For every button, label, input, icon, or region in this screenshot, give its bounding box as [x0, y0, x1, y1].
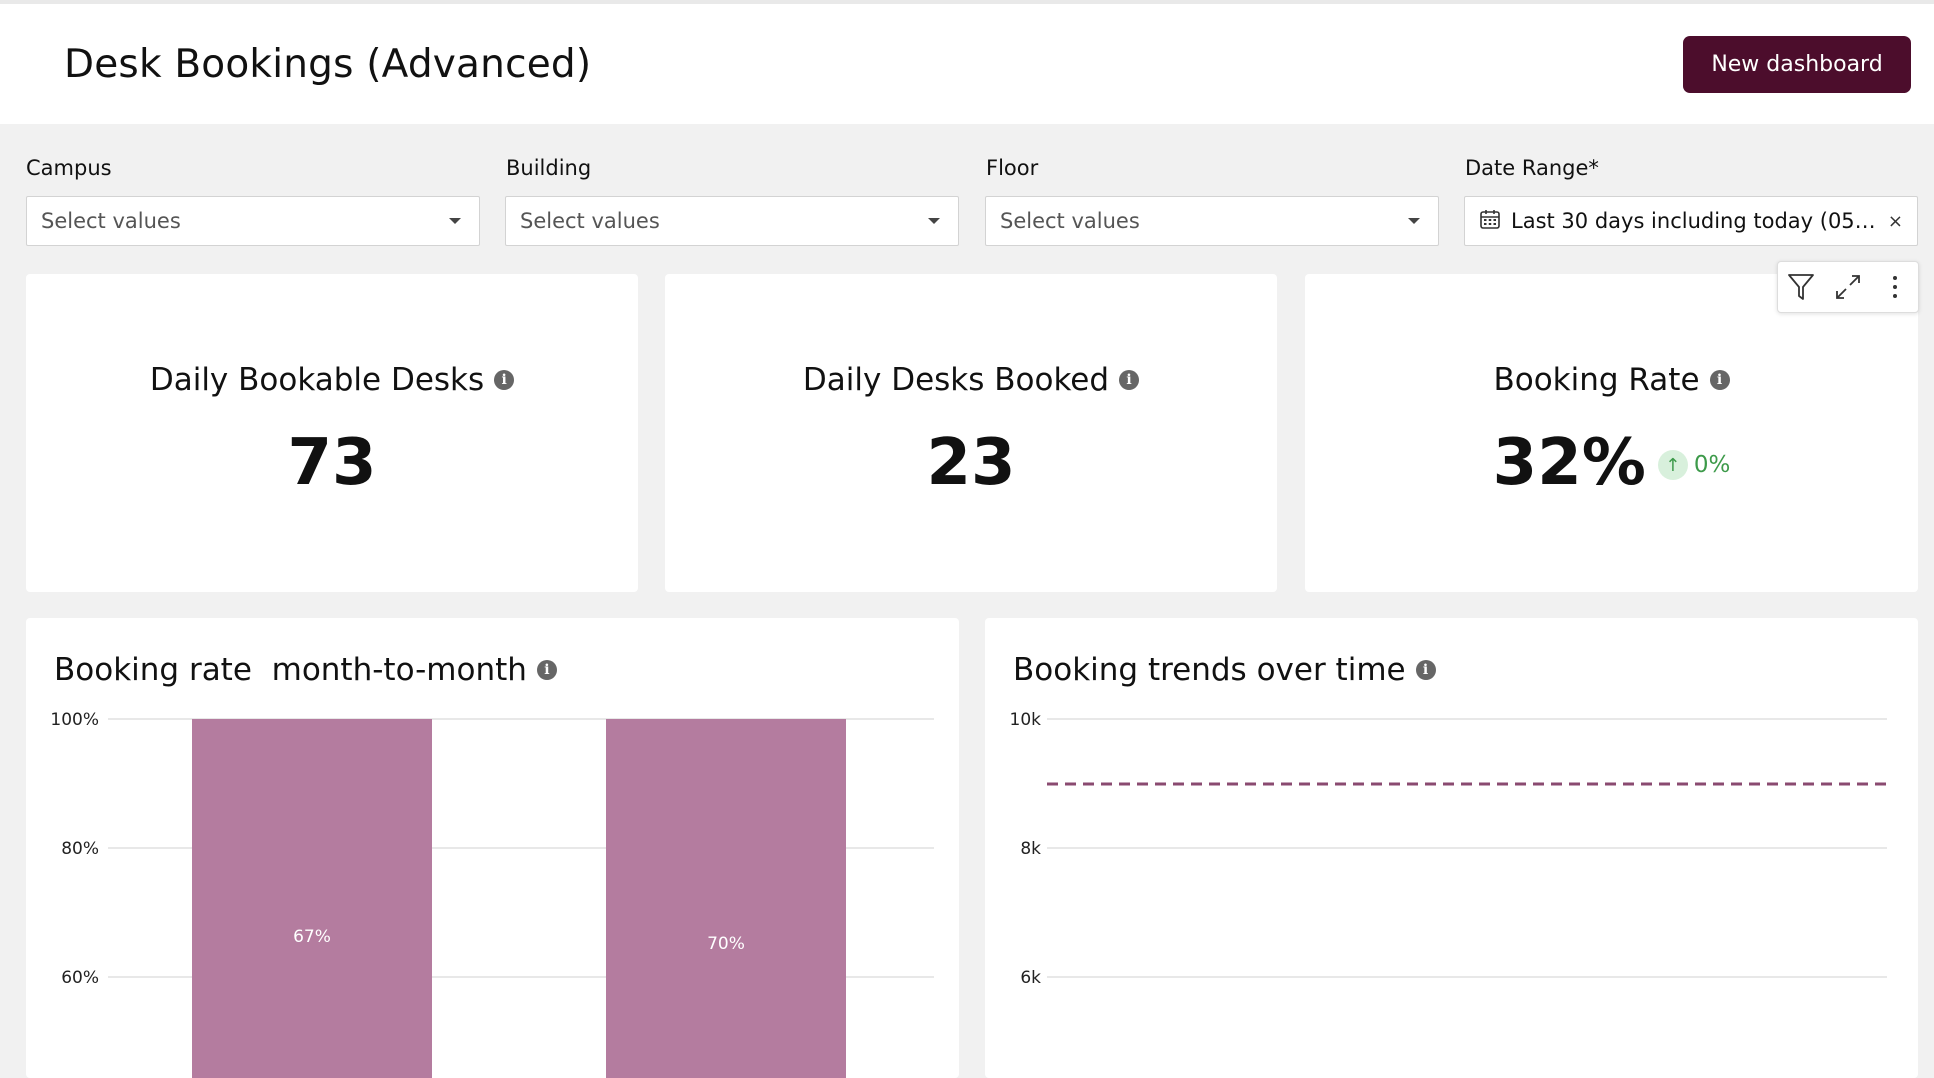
- calendar-icon: [1479, 208, 1501, 235]
- booking-trends-chart-card: Booking trends over time i 10k 8k 6k: [985, 618, 1918, 1078]
- campus-filter-select[interactable]: Select values: [26, 196, 480, 246]
- campus-filter-label: Campus: [26, 156, 112, 180]
- info-icon[interactable]: i: [1415, 660, 1436, 680]
- bar[interactable]: [192, 719, 432, 1078]
- info-icon[interactable]: i: [494, 370, 515, 390]
- kpi-title: Daily Desks Booked i: [665, 362, 1277, 398]
- kpi-card-booking-rate: Booking Rate i 32% ↑ 0%: [1305, 274, 1918, 592]
- building-filter-select[interactable]: Select values: [505, 196, 959, 246]
- filter-icon[interactable]: [1785, 271, 1817, 303]
- chart-title-text: Booking rate month-to-month: [54, 652, 527, 688]
- floor-filter-placeholder: Select values: [1000, 209, 1140, 233]
- info-icon[interactable]: i: [1709, 370, 1730, 390]
- info-icon[interactable]: i: [536, 660, 557, 680]
- chart-title-text: Booking trends over time: [1013, 652, 1406, 688]
- kpi-value: 32%: [1492, 426, 1646, 500]
- kpi-value: 73: [287, 426, 377, 500]
- kpi-title: Daily Bookable Desks i: [26, 362, 638, 398]
- trend-indicator: ↑ 0%: [1657, 450, 1731, 480]
- date-range-filter-label: Date Range*: [1465, 156, 1599, 180]
- expand-icon[interactable]: [1832, 271, 1864, 303]
- chevron-down-icon: [449, 218, 461, 224]
- kpi-card-desks-booked: Daily Desks Booked i 23: [665, 274, 1277, 592]
- chart-title: Booking rate month-to-month i: [54, 652, 557, 688]
- y-tick-label: 6k: [1020, 968, 1041, 988]
- floor-filter-label: Floor: [986, 156, 1039, 180]
- kpi-title-text: Daily Desks Booked: [802, 362, 1110, 398]
- kpi-title-text: Booking Rate: [1493, 362, 1700, 398]
- bar-value-label: 67%: [293, 927, 331, 947]
- kpi-value-row: 32% ↑ 0%: [1305, 426, 1918, 500]
- bar-value-label: 70%: [707, 934, 745, 954]
- y-tick-label: 8k: [1020, 839, 1041, 859]
- building-filter-label: Building: [506, 156, 592, 180]
- chevron-down-icon: [928, 218, 940, 224]
- trend-value: 0%: [1693, 452, 1731, 478]
- y-tick-label: 10k: [1010, 710, 1042, 730]
- arrow-up-icon: ↑: [1657, 450, 1688, 480]
- line-chart: 10k 8k 6k: [1010, 710, 1887, 988]
- y-tick-label: 60%: [61, 968, 99, 988]
- kpi-card-bookable-desks: Daily Bookable Desks i 73: [26, 274, 638, 592]
- bar[interactable]: [606, 719, 846, 1078]
- floor-filter-select[interactable]: Select values: [985, 196, 1439, 246]
- more-vertical-icon[interactable]: [1879, 271, 1911, 303]
- y-tick-label: 100%: [50, 710, 99, 730]
- info-icon[interactable]: i: [1119, 370, 1140, 390]
- dashboard-header: Desk Bookings (Advanced) New dashboard: [0, 0, 1934, 124]
- y-tick-label: 80%: [61, 839, 99, 859]
- chevron-down-icon: [1408, 218, 1420, 224]
- bar-chart: 100% 80% 60% 67% 70%: [50, 710, 934, 1078]
- booking-rate-chart-card: Booking rate month-to-month i 100% 80% 60%…: [26, 618, 959, 1078]
- kpi-title: Booking Rate i: [1305, 362, 1918, 398]
- kpi-value: 23: [926, 426, 1016, 500]
- date-range-filter-select[interactable]: Last 30 days including today (05/... ×: [1464, 196, 1918, 246]
- date-range-value: Last 30 days including today (05/...: [1511, 209, 1880, 233]
- page-title: Desk Bookings (Advanced): [64, 42, 592, 87]
- new-dashboard-button[interactable]: New dashboard: [1683, 36, 1911, 93]
- close-icon[interactable]: ×: [1887, 210, 1903, 232]
- chart-title: Booking trends over time i: [1013, 652, 1436, 688]
- widget-toolbar: [1777, 261, 1919, 313]
- building-filter-placeholder: Select values: [520, 209, 660, 233]
- kpi-title-text: Daily Bookable Desks: [149, 362, 485, 398]
- campus-filter-placeholder: Select values: [41, 209, 181, 233]
